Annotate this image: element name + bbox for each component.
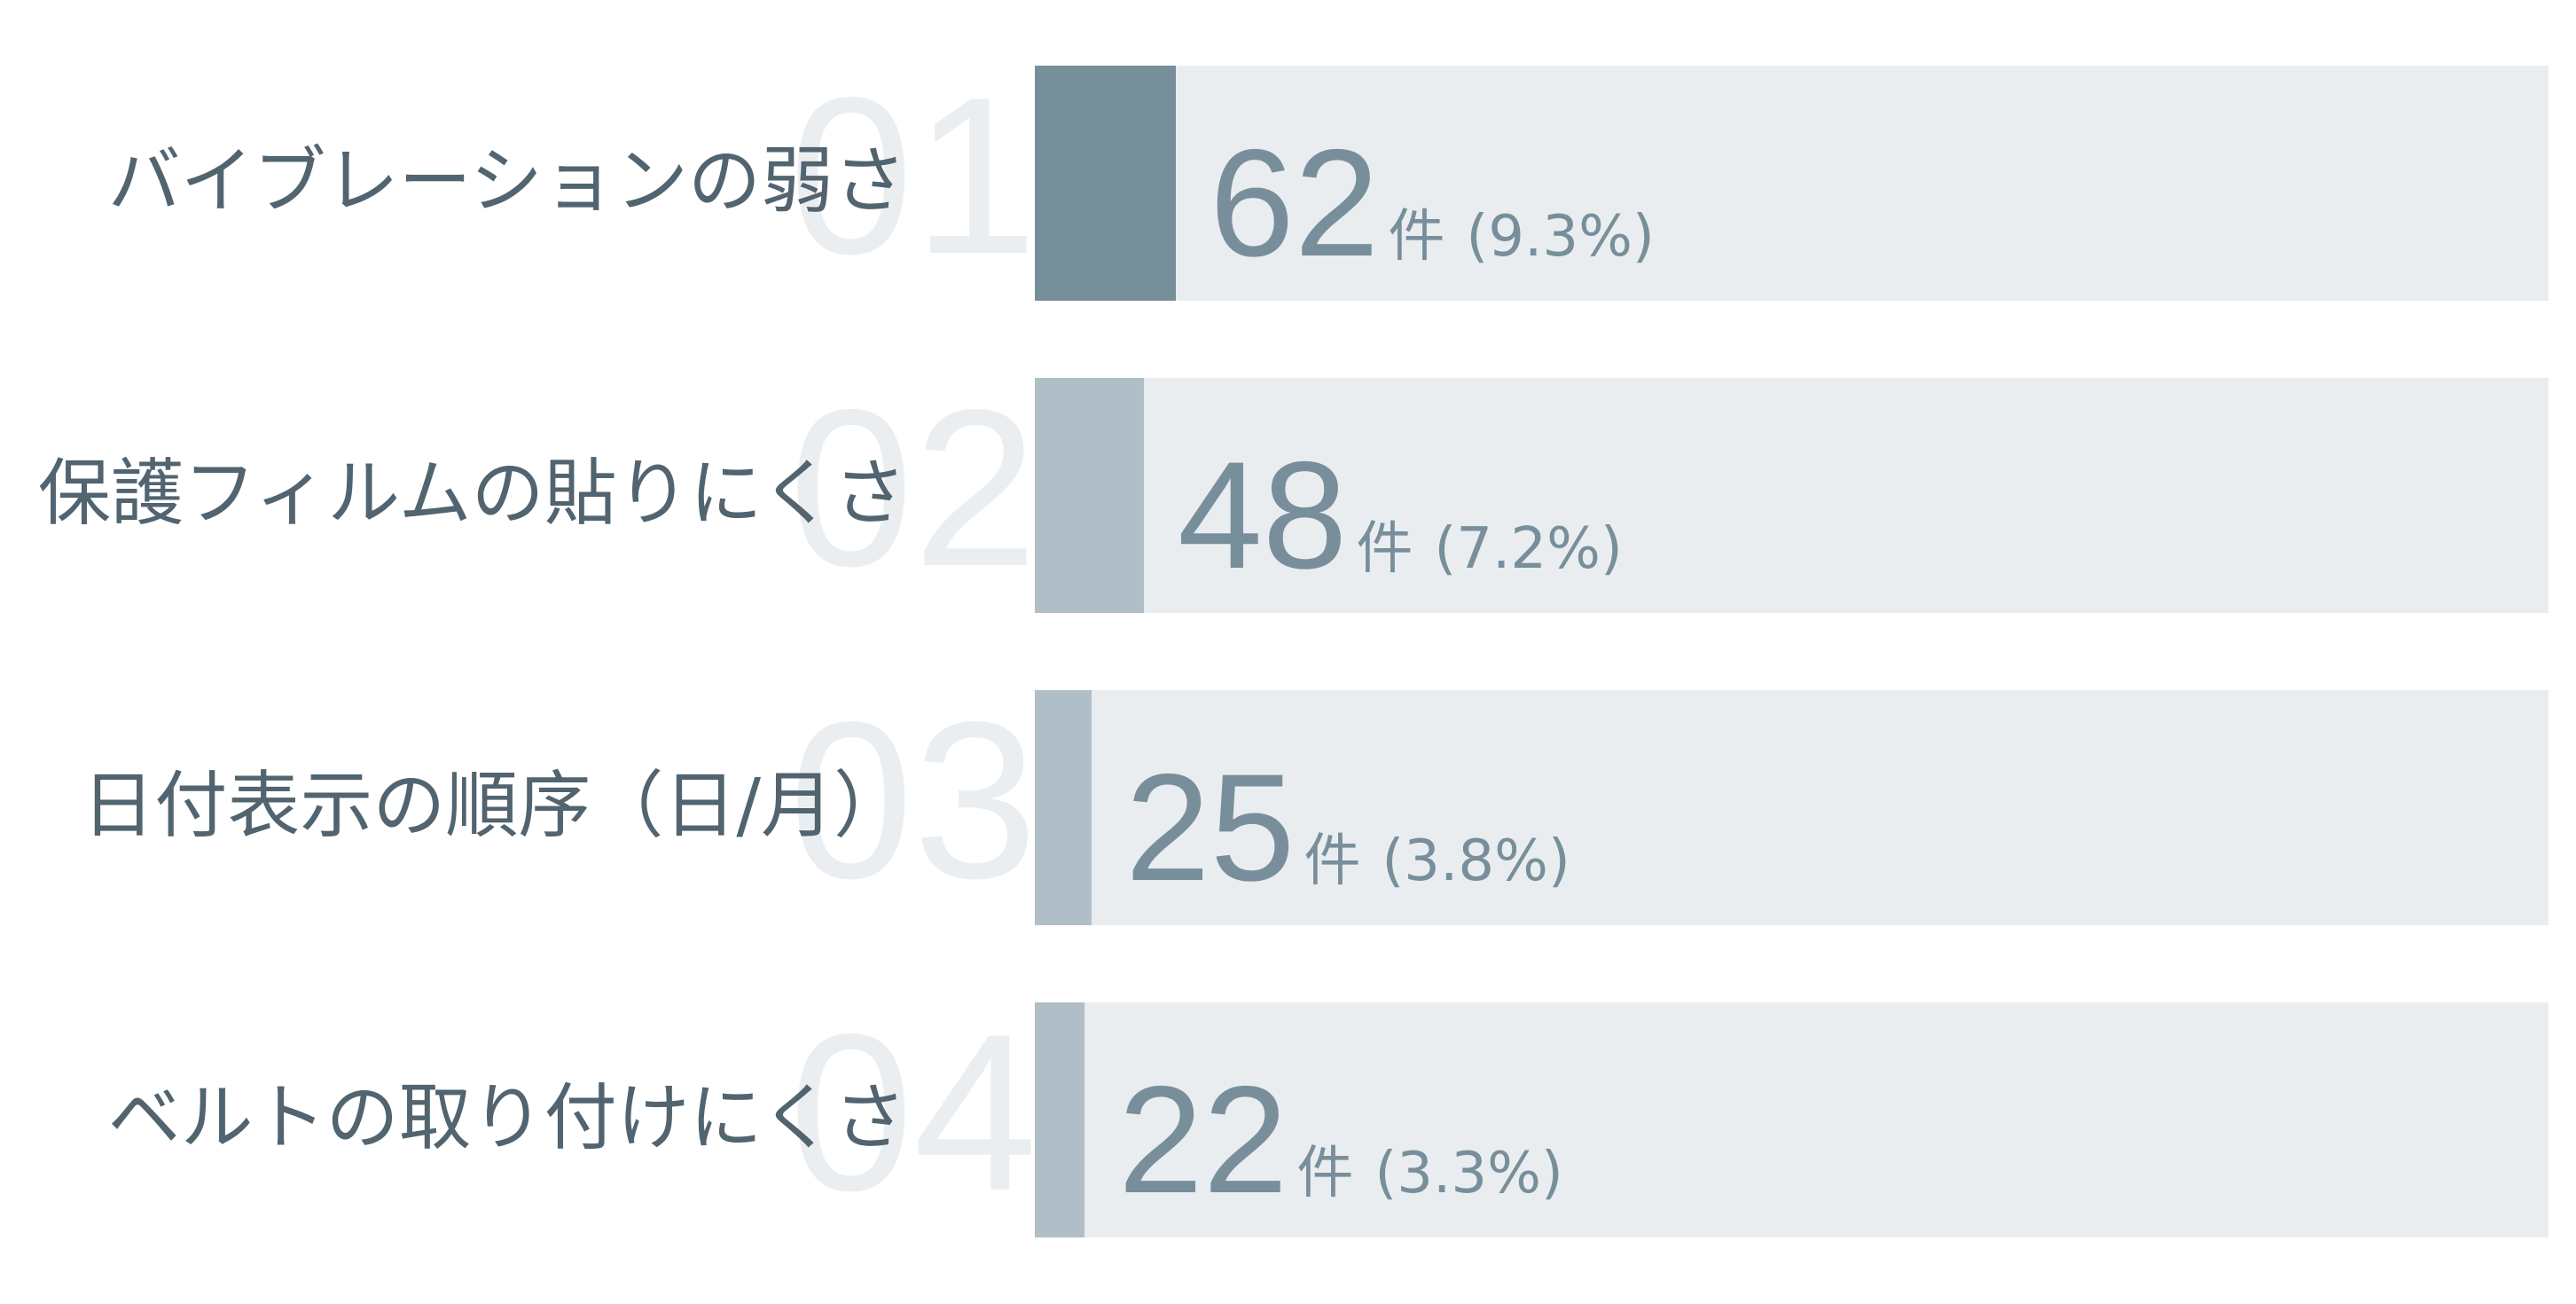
category-label: 保護フィルムの貼りにくさ	[38, 452, 906, 536]
bar-track	[1035, 690, 2549, 925]
rank-number: 04	[789, 988, 1037, 1237]
value-percent: (7.2%)	[1434, 516, 1623, 582]
bar	[1035, 66, 1176, 301]
value-label: 22 件 (3.3%)	[1118, 1055, 1563, 1225]
value-number: 62	[1210, 118, 1379, 288]
value-number: 22	[1118, 1055, 1288, 1225]
value-percent: (9.3%)	[1466, 204, 1655, 270]
category-label: 日付表示の順序（日/月）	[82, 764, 906, 848]
value-label: 48 件 (7.2%)	[1178, 430, 1623, 601]
value-number: 25	[1125, 742, 1295, 913]
rank-number: 01	[789, 51, 1037, 301]
value-number: 48	[1178, 430, 1347, 601]
bar	[1035, 378, 1144, 613]
rank-number: 03	[789, 676, 1037, 925]
value-label: 62 件 (9.3%)	[1210, 118, 1655, 288]
value-percent: (3.3%)	[1374, 1141, 1563, 1206]
rank-number: 02	[789, 364, 1037, 613]
bar	[1035, 1002, 1084, 1237]
bar	[1035, 690, 1092, 925]
bar-track	[1035, 378, 2549, 613]
value-label: 25 件 (3.8%)	[1125, 742, 1570, 913]
bar-track	[1035, 1002, 2549, 1237]
value-unit: 件	[1296, 1141, 1353, 1206]
value-unit: 件	[1388, 204, 1445, 270]
value-unit: 件	[1304, 829, 1360, 894]
bar-track	[1035, 66, 2549, 301]
category-label: バイブレーションの弱さ	[108, 139, 906, 224]
value-unit: 件	[1356, 516, 1413, 582]
value-percent: (3.8%)	[1382, 829, 1570, 894]
category-label: ベルトの取り付けにくさ	[108, 1076, 906, 1160]
